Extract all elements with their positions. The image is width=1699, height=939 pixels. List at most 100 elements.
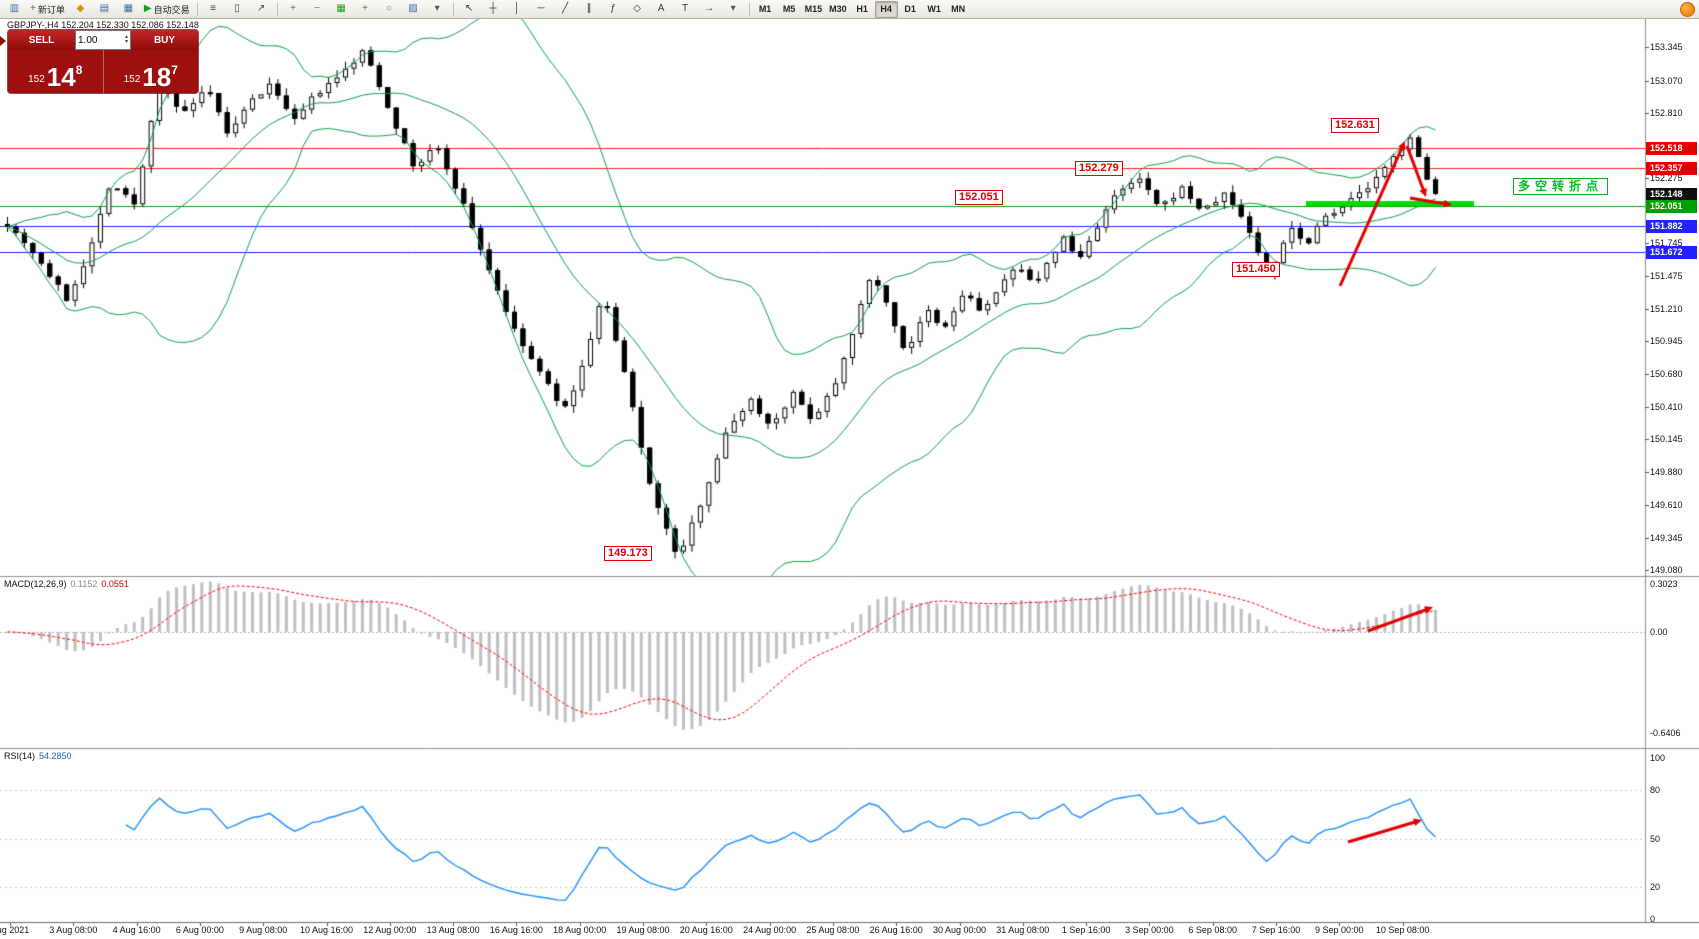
timeframe-h1[interactable]: H1: [851, 1, 874, 18]
new-chart-icon[interactable]: ▥: [3, 1, 26, 18]
toolbar-separator: [748, 2, 750, 16]
autotrading-button-label: 自动交易: [153, 4, 190, 15]
channel-icon[interactable]: ∥: [578, 1, 601, 18]
sell-price-big: 14: [46, 62, 76, 92]
bar-chart-icon-glyph: ≡: [210, 3, 216, 14]
profiles-icon-glyph: ▤: [99, 3, 110, 14]
periods-icon-glyph: ○: [386, 3, 393, 14]
new-order-button-label: 新订单: [37, 4, 65, 15]
volume-input[interactable]: 1.00 ▴ ▾: [75, 30, 131, 50]
cursor-icon[interactable]: ↖: [458, 1, 481, 18]
volume-down-icon[interactable]: ▾: [124, 39, 128, 45]
tile-windows-icon-glyph: ▦: [336, 3, 346, 14]
toolbar-separator: [452, 2, 454, 16]
buy-price-sup: 7: [171, 63, 178, 77]
zoom-in-icon[interactable]: +: [282, 1, 305, 18]
vertical-line-icon[interactable]: │: [506, 1, 529, 18]
timeframe-w1[interactable]: W1: [923, 1, 946, 18]
buy-price[interactable]: 152 18 7: [104, 50, 199, 93]
one-click-prices: 152 14 8 152 18 7: [8, 50, 198, 93]
arrows-dropdown-icon[interactable]: ▾: [722, 1, 745, 18]
volume-up-icon[interactable]: ▴: [124, 34, 128, 40]
timeframe-h4[interactable]: H4: [874, 0, 898, 18]
timeframe-m15-label: M15: [804, 4, 823, 14]
autotrading-button[interactable]: ▶ 自动交易: [141, 1, 193, 18]
crosshair-icon[interactable]: ┼: [482, 1, 505, 18]
arrows-icon[interactable]: →: [698, 1, 721, 18]
fibonacci-icon[interactable]: ƒ: [602, 1, 625, 18]
sell-price-prefix: 152: [28, 74, 45, 85]
horizontal-line-icon-glyph: ─: [537, 3, 545, 14]
autotrading-button-glyph: ▶: [143, 3, 152, 14]
new-chart-icon-glyph: ▥: [9, 3, 20, 14]
line-chart-icon-glyph: ↗: [256, 3, 266, 14]
horizontal-line-icon[interactable]: ─: [530, 1, 553, 18]
timeframe-m5-label: M5: [782, 4, 796, 14]
shapes-icon[interactable]: ◇: [626, 1, 649, 18]
mql5-wizard-icon-glyph: ◆: [76, 3, 85, 14]
templates-icon-glyph: ▨: [408, 3, 418, 14]
sell-button[interactable]: SELL: [8, 30, 75, 50]
buy-button[interactable]: BUY: [131, 30, 198, 50]
toolbar-separator: [196, 2, 198, 16]
toolbar-separator: [276, 2, 278, 16]
crosshair-icon-glyph: ┼: [489, 3, 497, 14]
vertical-line-icon-glyph: │: [513, 3, 521, 14]
templates-dropdown-icon-glyph: ▾: [434, 3, 440, 14]
periods-icon[interactable]: ○: [378, 1, 401, 18]
timeframe-m15[interactable]: M15: [802, 1, 826, 18]
timeframe-m1[interactable]: M1: [754, 1, 777, 18]
volume-spinner[interactable]: ▴ ▾: [124, 34, 128, 45]
mql5-community-icon[interactable]: [1680, 2, 1695, 17]
buy-price-prefix: 152: [123, 74, 141, 85]
sell-price-sup: 8: [75, 63, 83, 77]
text-icon[interactable]: A: [650, 1, 673, 18]
sell-price[interactable]: 152 14 8: [8, 50, 103, 93]
timeframe-m30[interactable]: M30: [826, 1, 850, 18]
candlestick-chart-icon[interactable]: ▯: [226, 1, 249, 18]
line-chart-icon[interactable]: ↗: [250, 1, 273, 18]
bar-chart-icon[interactable]: ≡: [202, 1, 225, 18]
timeframe-m5[interactable]: M5: [778, 1, 801, 18]
toolbar: ▥ + 新订单 ◆ ▤ ▦ ▶ 自动交易 ≡ ▯ ↗ + − ▦ + ○ ▨ ▾ ↖ ┼ │ ─ ╱ ∥ ƒ ◇ A T → ▾ M1 M5 M…: [0, 0, 1699, 19]
cursor-icon-glyph: ↖: [464, 3, 474, 14]
data-window-icon[interactable]: ▦: [117, 1, 140, 18]
shapes-icon-glyph: ◇: [633, 3, 641, 14]
one-click-divider: [102, 50, 104, 93]
arrows-icon-glyph: →: [704, 3, 715, 14]
fibonacci-icon-glyph: ƒ: [610, 3, 616, 14]
candlestick-chart-icon-glyph: ▯: [234, 3, 240, 14]
label-icon[interactable]: T: [674, 1, 697, 18]
text-icon-glyph: A: [657, 3, 665, 14]
zoom-in-icon-glyph: +: [290, 3, 296, 14]
timeframe-d1-label: D1: [904, 4, 916, 14]
zoom-out-icon-glyph: −: [314, 3, 320, 14]
timeframe-d1[interactable]: D1: [899, 1, 922, 18]
new-order-button[interactable]: + 新订单: [27, 1, 68, 18]
indicators-add-icon-glyph: +: [362, 3, 368, 14]
data-window-icon-glyph: ▦: [123, 3, 134, 14]
timeframe-mn[interactable]: MN: [947, 1, 970, 18]
trendline-icon-glyph: ╱: [562, 3, 569, 14]
trendline-icon[interactable]: ╱: [554, 1, 577, 18]
timeframe-m1-label: M1: [758, 4, 772, 14]
profiles-icon[interactable]: ▤: [93, 1, 116, 18]
zoom-out-icon[interactable]: −: [306, 1, 329, 18]
templates-dropdown-icon[interactable]: ▾: [426, 1, 449, 18]
timeframe-w1-label: W1: [927, 4, 941, 14]
volume-value: 1.00: [78, 34, 98, 46]
arrows-dropdown-icon-glyph: ▾: [730, 3, 736, 14]
indicators-add-icon[interactable]: +: [354, 1, 377, 18]
label-icon-glyph: T: [682, 3, 689, 14]
channel-icon-glyph: ∥: [586, 3, 592, 14]
timeframe-mn-label: MN: [951, 4, 966, 14]
mql5-wizard-icon[interactable]: ◆: [69, 1, 92, 18]
timeframe-h1-label: H1: [856, 4, 868, 14]
one-click-trading-panel: SELL 1.00 ▴ ▾ BUY 152 14 8 152 18 7: [8, 30, 198, 93]
one-click-order-row: SELL 1.00 ▴ ▾ BUY: [8, 30, 198, 50]
templates-icon[interactable]: ▨: [402, 1, 425, 18]
tile-windows-icon[interactable]: ▦: [330, 1, 353, 18]
new-order-button-glyph: +: [30, 3, 36, 14]
